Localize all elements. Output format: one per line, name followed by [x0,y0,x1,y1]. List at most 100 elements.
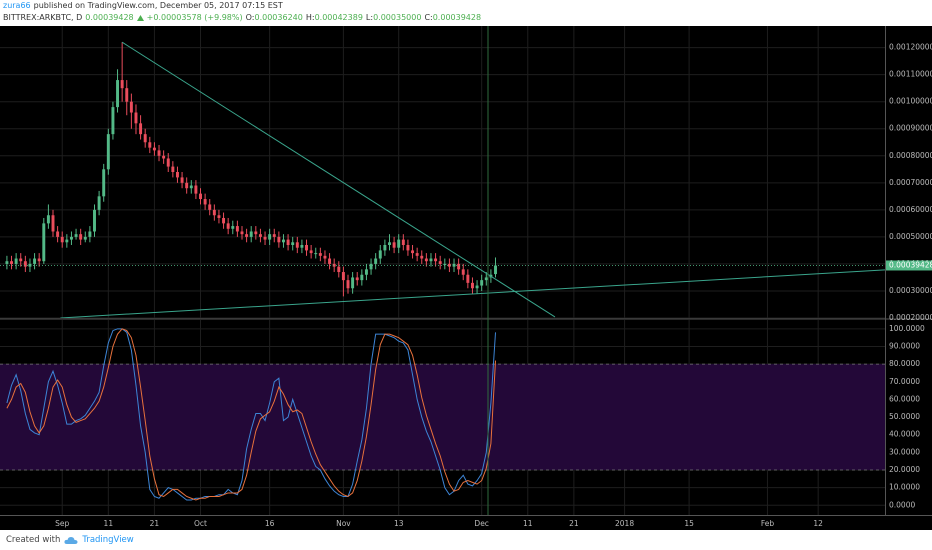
candle-body [291,242,295,245]
candle-body [240,231,244,235]
candle-body [254,231,258,235]
candle-body [152,147,156,151]
ohlc-key: L: [365,13,374,22]
candle-body [111,107,115,135]
x-tick-label: 11 [104,519,114,528]
candle-body [212,209,216,216]
candle-body [14,258,18,264]
stoch-band [0,364,885,470]
candle-body [157,150,161,156]
candle-body [65,239,69,243]
candle-body [162,155,166,159]
y-tick-label: 0.00090000 [889,124,932,133]
candle-body [388,242,391,245]
x-tick-label: 11 [523,519,533,528]
candle-body [134,112,138,124]
candle-body [369,263,373,270]
chart: Sep 11 21 Oct 16 Nov 13 Dec 11 21 2018 15 Feb 12 0.000… [0,26,932,530]
y-tick-label: 80.0000 [889,359,920,368]
last-price-box [886,260,932,271]
y-tick-label: 100.0000 [889,324,925,333]
x-tick-label: Feb [761,519,775,528]
y-tick-label: 20.0000 [889,465,920,474]
candle-body [429,258,433,262]
candle-body [452,263,456,267]
y-tick-label: 0.00120000 [889,43,932,52]
ohlc-value: 0.00035000 [373,13,422,22]
candle-body [139,123,143,135]
candle-body [480,280,484,286]
x-tick-label: 12 [813,519,823,528]
candle-body [171,166,175,172]
candle-body [60,236,64,243]
candle-body [447,263,451,267]
candle-body [69,236,73,240]
symbol-line: BITTREX:ARKBTC, D 0.00039428 +0.00003578… [3,12,932,24]
candle-body [231,226,235,229]
candle-body [341,272,345,281]
candle-body [143,134,147,143]
candle-body [263,236,267,240]
candle-body [337,266,341,273]
y-tick-label: 0.0000 [889,500,915,509]
candle-body [97,196,101,210]
candle-body [277,236,281,243]
candle-body [116,80,120,108]
y-tick-label: 40.0000 [889,430,920,439]
candle-body [106,134,110,170]
x-tick-label: 13 [394,519,404,528]
candle-body [470,282,474,289]
candle-body [457,263,461,270]
y-tick-label: 50.0000 [889,412,920,421]
candle-body [374,258,378,264]
published: published on TradingView.com, December 0… [33,1,283,10]
candle-body [415,253,419,256]
candle-body [364,269,368,275]
candle-body [282,239,285,243]
candle-body [332,263,336,267]
publish-line: zura66 published on TradingView.com, Dec… [3,0,932,12]
y-tick-label: 60.0000 [889,394,920,403]
candle-body [406,245,410,251]
candle-body [392,242,396,248]
author[interactable]: zura66 [3,1,31,10]
y-tick-label: 0.00110000 [889,70,932,79]
y-tick-label: 10.0000 [889,483,920,492]
candle-body [222,217,226,224]
candle-body [217,215,221,218]
y-tick-label: 0.00100000 [889,97,932,106]
candle-body [351,277,355,289]
candle-body [305,245,308,251]
candle-body [5,261,9,264]
candle-body [56,231,60,237]
candle-body [83,236,87,240]
candle-body [245,234,249,237]
brand-logo [64,536,78,544]
last-price: 0.00039428 [85,13,134,22]
candle-body [424,258,428,262]
stoch-line [6,328,497,501]
candle-body [37,258,41,262]
candle-body [166,158,170,167]
footer: Created with TradingView [0,530,932,550]
candle-body [475,285,479,289]
candle-body [411,250,415,254]
brand[interactable]: TradingView [82,535,134,545]
candle-body [74,234,78,237]
candle-body [88,231,92,237]
candle-body [120,80,124,89]
candle-body [175,172,179,178]
candle-body [33,258,37,264]
x-tick-label: Sep [55,519,69,528]
ohlc-key: H: [305,13,315,22]
candle-body [258,234,262,237]
candle-body [235,226,239,232]
y-tick-label: 0.00020000 [889,313,932,322]
candle-body [295,242,299,248]
candle-body [23,261,27,267]
candle-body [185,182,189,189]
candle-body [125,88,129,102]
candle-body [268,234,272,240]
candle-body [397,239,401,248]
candle-body [10,261,13,264]
